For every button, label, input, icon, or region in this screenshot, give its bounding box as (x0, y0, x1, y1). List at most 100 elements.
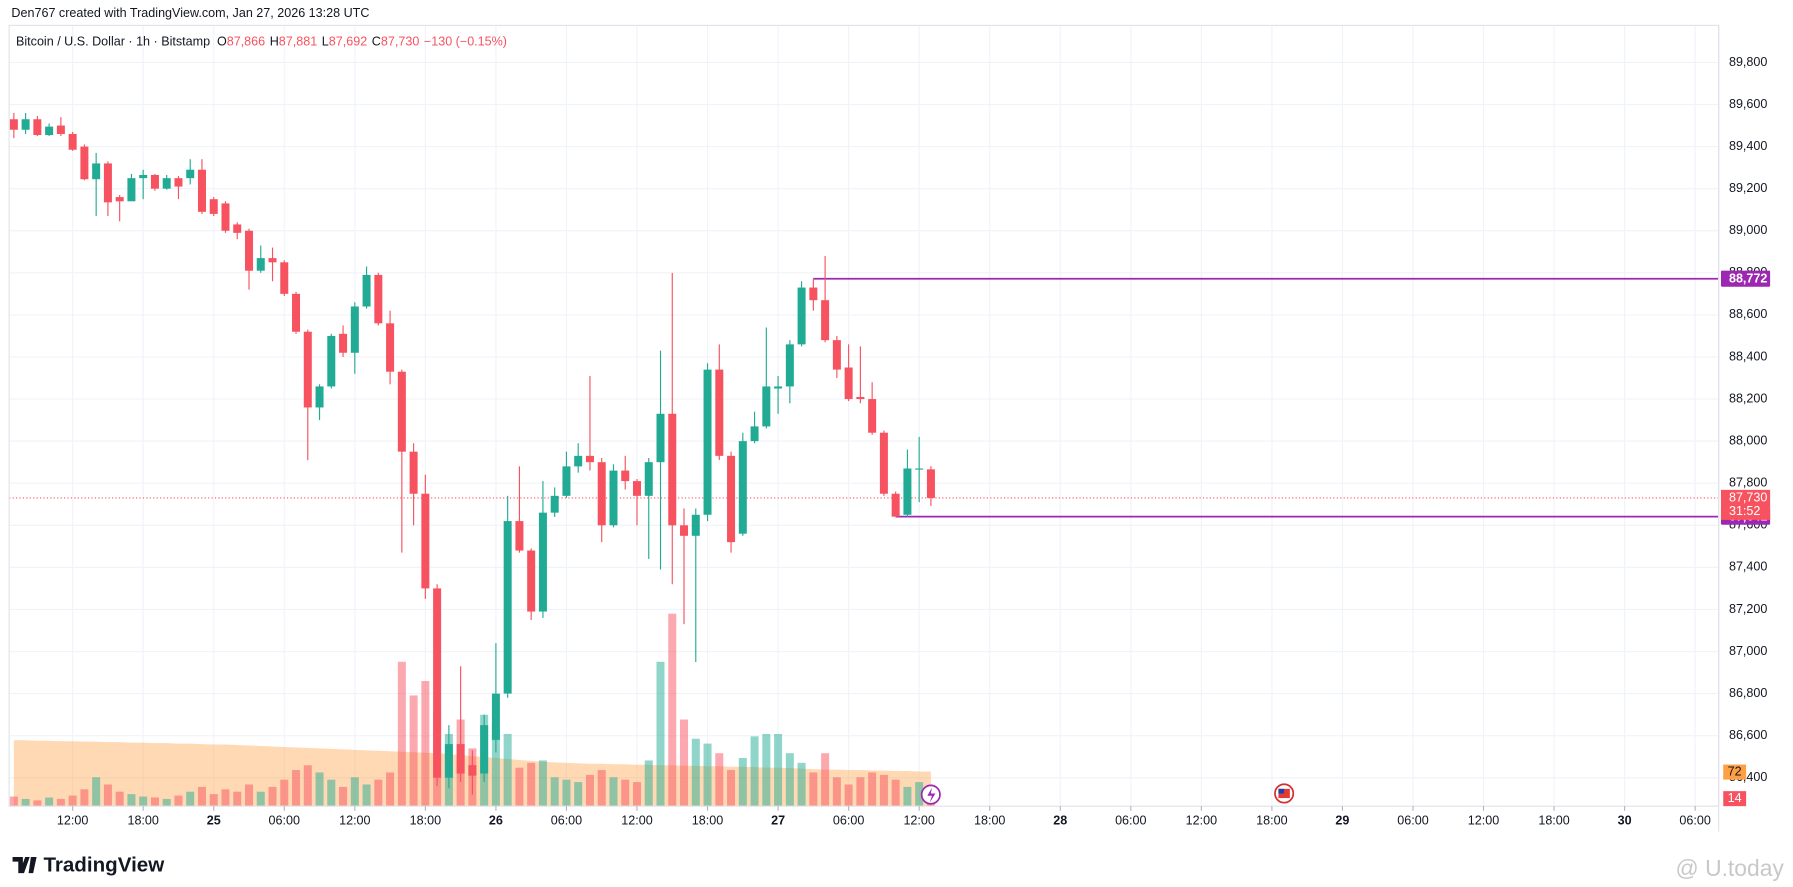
x-tick-label: 26 (489, 813, 503, 827)
candle-body (621, 470, 630, 482)
levels (9, 277, 1719, 518)
volume-bar (9, 796, 18, 807)
x-tick-label: 06:00 (1679, 813, 1710, 827)
volume-bar (45, 797, 54, 807)
candle-body (668, 413, 677, 526)
volume-bar (574, 782, 583, 807)
volume-bar (174, 795, 183, 807)
candle-body (527, 550, 536, 612)
volume-bar (409, 695, 418, 807)
volume-bar (186, 791, 195, 807)
volume-bar (221, 789, 230, 807)
candle-body (632, 481, 641, 496)
volume-bar (562, 779, 571, 807)
volume-bar (386, 772, 395, 807)
volume-bar (162, 798, 171, 807)
candle-body (750, 426, 759, 442)
volume-bar (527, 762, 536, 807)
volume-bar (303, 765, 312, 807)
volume-bar (503, 733, 512, 807)
ohlc-key: C (372, 35, 381, 49)
x-tick-label: 06:00 (551, 813, 582, 827)
x-tick-label: 12:00 (1186, 813, 1217, 827)
x-tick-label: 27 (771, 813, 785, 827)
candle-body (362, 274, 371, 307)
candle-body (715, 369, 724, 456)
volume-bar (327, 779, 336, 807)
volume-bar (244, 784, 254, 807)
ohlc-value: 87,866 (227, 35, 265, 49)
ohlc-key: H (270, 35, 279, 49)
level-label: 88,772 (1729, 272, 1767, 286)
ohlc-value: 87,881 (279, 35, 317, 49)
volume-ma-label: 72 (1728, 764, 1742, 778)
candle-body (762, 386, 771, 427)
candle-body (585, 455, 594, 463)
candle-body (468, 765, 477, 776)
volume-bar (21, 798, 30, 807)
last-price-label: 87,730 (1729, 490, 1767, 504)
volume-bar (139, 796, 148, 807)
candle-body (797, 287, 806, 345)
candle-body (856, 396, 865, 400)
volume-bar (727, 770, 736, 807)
volume-bar (150, 797, 159, 807)
candle-body (574, 455, 583, 467)
candle-body (303, 331, 312, 408)
x-tick-label: 12:00 (621, 813, 652, 827)
candle-body (268, 258, 277, 263)
volume-bar (362, 784, 371, 807)
y-tick-label: 87,400 (1729, 560, 1767, 574)
candle-body (738, 441, 747, 534)
candle-body (433, 588, 442, 778)
ohlc-key: O (217, 35, 227, 49)
x-tick-label: 06:00 (269, 813, 300, 827)
candle-body (821, 300, 830, 341)
candle-body (421, 493, 430, 589)
symbol: Bitcoin / U.S. Dollar · 1h · Bitstamp (16, 35, 210, 49)
candle-body (597, 462, 606, 526)
x-tick-label: 06:00 (1115, 813, 1146, 827)
x-tick-label: 28 (1053, 813, 1067, 827)
candle-body (562, 466, 571, 496)
candle-body (480, 725, 489, 774)
y-tick-label: 89,200 (1729, 181, 1767, 195)
volume-bar (339, 786, 348, 807)
volume-bar (538, 760, 547, 807)
x-tick-label: 18:00 (974, 813, 1005, 827)
y-tick-label: 87,000 (1729, 644, 1767, 658)
volume-bar (421, 681, 430, 807)
x-tick-label: 12:00 (1468, 813, 1499, 827)
candle-body (680, 525, 689, 536)
candle-body (350, 306, 359, 353)
ohlc-key: L (322, 35, 329, 49)
y-tick-label: 86,800 (1729, 686, 1767, 700)
y-tick-label: 89,000 (1729, 223, 1767, 237)
candle-body (809, 287, 818, 301)
candles (9, 112, 935, 795)
volume-bar (821, 753, 830, 807)
volume-bar (491, 724, 500, 807)
volume-bar (33, 800, 42, 807)
volume-bar (115, 791, 124, 807)
candle-body (127, 178, 136, 202)
volume-bar (515, 767, 524, 807)
candle-body (691, 514, 700, 536)
candle-body (926, 469, 935, 498)
volume-ma-badge (1723, 764, 1747, 780)
volume-bar (632, 782, 641, 807)
x-tick-label: 06:00 (1397, 813, 1428, 827)
candle-body (915, 468, 924, 470)
candle-body (9, 119, 18, 130)
candle-body (386, 323, 395, 372)
volume-bar (80, 789, 89, 807)
volume-bar (92, 777, 101, 807)
candle-body (197, 169, 206, 212)
candle-body (244, 230, 254, 271)
volume-bar (856, 777, 865, 807)
y-tick-label: 87,200 (1729, 602, 1767, 616)
volume-bar (550, 777, 559, 807)
flag-icon-canton (1278, 788, 1285, 794)
volume-bar (585, 774, 594, 807)
